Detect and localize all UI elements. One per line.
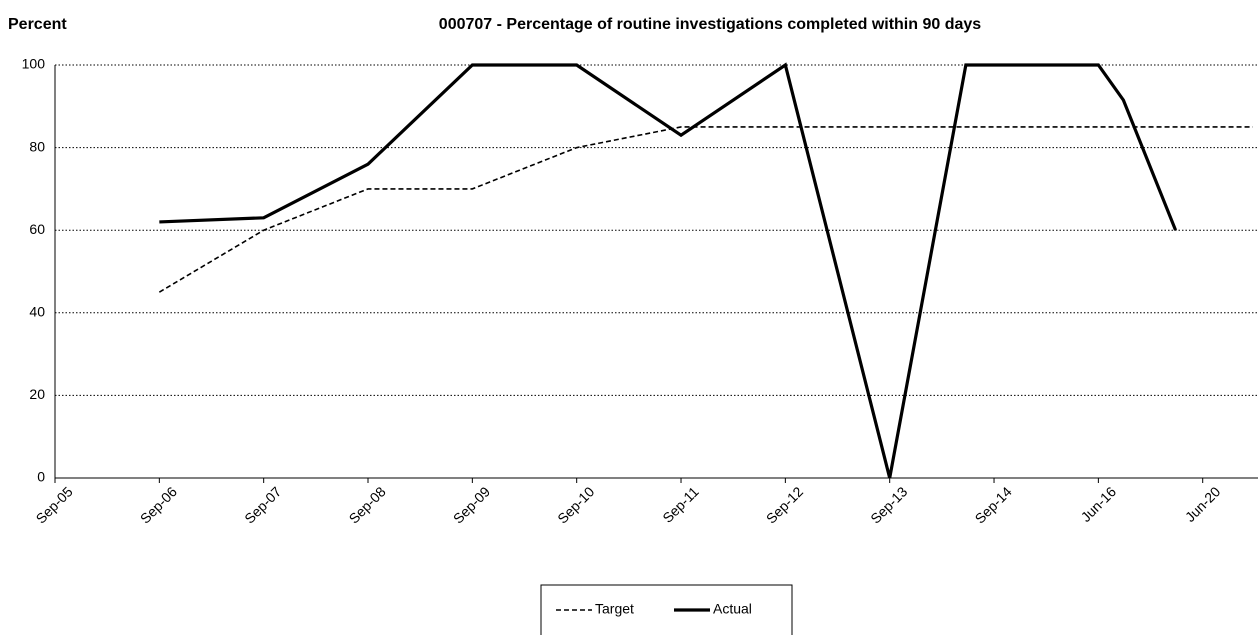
y-tick-label: 60 [29, 221, 45, 237]
y-tick-label: 40 [29, 304, 45, 320]
x-tick-label: Sep-14 [972, 483, 1015, 526]
y-tick-label: 80 [29, 138, 45, 154]
x-tick-label: Sep-07 [241, 483, 284, 526]
x-tick-label: Sep-12 [763, 483, 806, 526]
chart-title: 000707 - Percentage of routine investiga… [439, 16, 981, 33]
y-tick-label: 20 [29, 386, 45, 402]
y-tick-label: 100 [22, 56, 46, 72]
x-tick-label: Sep-09 [450, 483, 493, 526]
x-tick-label: Jun-20 [1182, 483, 1224, 525]
x-tick-label: Jun-16 [1078, 483, 1120, 525]
series-line [159, 62, 1178, 479]
legend-box [540, 584, 793, 635]
x-tick-label: Sep-05 [32, 483, 75, 526]
x-tick-label: Sep-06 [137, 483, 180, 526]
x-tick-label: Sep-11 [659, 483, 702, 526]
x-tick-label: Sep-13 [867, 483, 910, 526]
legend-label: Target [595, 601, 634, 617]
x-tick-label: Sep-08 [346, 483, 389, 526]
y-axis-label: Percent [8, 16, 67, 33]
series-line [158, 126, 1253, 293]
y-tick-label: 0 [37, 469, 45, 485]
x-tick-label: Sep-10 [554, 483, 597, 526]
legend-label: Actual [713, 601, 752, 617]
